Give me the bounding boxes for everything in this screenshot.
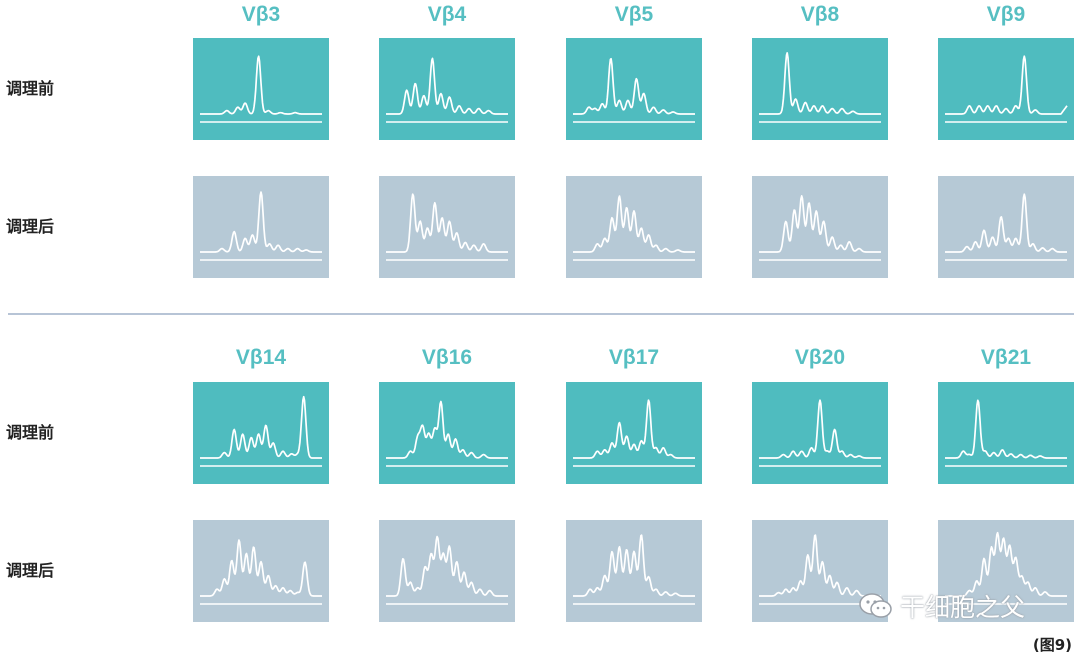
panel-plot: [385, 400, 509, 467]
spectratype-panel: [752, 38, 888, 140]
spectratype-trace: [758, 534, 882, 597]
column-header: Vβ3: [241, 3, 281, 26]
column-header: Vβ4: [427, 3, 467, 26]
section-divider: [8, 313, 1074, 315]
panel-plot: [758, 52, 882, 123]
panel-plot: [385, 193, 509, 261]
spectratype-trace: [385, 400, 509, 459]
spectratype-trace: [385, 193, 509, 253]
panel-plot: [944, 531, 1068, 605]
spectratype-panel: [193, 382, 329, 484]
spectratype-panel: [193, 520, 329, 622]
panel-plot: [572, 195, 696, 261]
spectratype-trace: [944, 399, 1068, 459]
spectratype-trace: [758, 399, 882, 459]
spectratype-trace: [199, 191, 323, 253]
spectratype-panel: [566, 38, 702, 140]
panel-plot: [758, 195, 882, 261]
watermark-text: 干细胞之父: [900, 593, 1026, 622]
spectratype-panel: [566, 520, 702, 622]
row-label: 调理前: [6, 79, 55, 98]
spectratype-trace: [572, 195, 696, 253]
spectratype-trace: [758, 52, 882, 115]
column-header: Vβ20: [794, 346, 846, 369]
column-header: Vβ8: [800, 3, 840, 26]
spectratype-panel: [938, 176, 1074, 278]
spectratype-panel: [379, 176, 515, 278]
spectratype-trace: [385, 57, 509, 115]
spectratype-trace: [944, 531, 1068, 597]
spectratype-panel: [752, 382, 888, 484]
panel-plot: [385, 57, 509, 123]
spectratype-panel: [379, 520, 515, 622]
spectratype-panel: [938, 38, 1074, 140]
spectratype-panel: [938, 520, 1074, 622]
spectratype-panel: [379, 382, 515, 484]
panel-plot: [944, 55, 1068, 123]
panel-plot: [199, 191, 323, 261]
spectratype-panel: [566, 176, 702, 278]
wechat-icon: [858, 591, 894, 625]
spectratype-trace: [944, 55, 1068, 115]
row-label: 调理后: [6, 217, 55, 236]
panel-plot: [199, 395, 323, 467]
column-header: Vβ17: [608, 346, 660, 369]
panel-plot: [199, 539, 323, 605]
column-header: Vβ14: [235, 346, 287, 369]
panel-plot: [572, 57, 696, 123]
spectratype-trace: [572, 399, 696, 459]
panel-plot: [199, 55, 323, 123]
panel-plot: [572, 399, 696, 467]
spectratype-panel: [379, 38, 515, 140]
panel-plot: [572, 534, 696, 605]
panel-plot: [385, 535, 509, 605]
watermark: 干细胞之父: [858, 588, 1025, 628]
spectratype-trace: [199, 55, 323, 115]
spectratype-trace: [385, 535, 509, 597]
row-label: 调理前: [6, 423, 55, 442]
spectratype-panel: [193, 176, 329, 278]
row-label: 调理后: [6, 561, 55, 580]
column-header: Vβ16: [421, 346, 473, 369]
panel-plot: [944, 193, 1068, 261]
panel-plot: [758, 399, 882, 467]
panel-plot: [944, 399, 1068, 467]
spectratype-panel: [193, 38, 329, 140]
spectratype-panel: [938, 382, 1074, 484]
figure-label: (图9): [1032, 636, 1072, 654]
column-header: Vβ5: [614, 3, 654, 26]
column-header: Vβ9: [986, 3, 1026, 26]
spectratype-trace: [199, 539, 323, 597]
spectratype-panel: [566, 382, 702, 484]
column-header: Vβ21: [980, 346, 1032, 369]
spectratype-trace: [199, 395, 323, 459]
spectratype-trace: [944, 193, 1068, 253]
spectratype-trace: [758, 195, 882, 253]
spectratype-panel: [752, 176, 888, 278]
spectratype-trace: [572, 57, 696, 115]
spectratype-trace: [572, 534, 696, 597]
